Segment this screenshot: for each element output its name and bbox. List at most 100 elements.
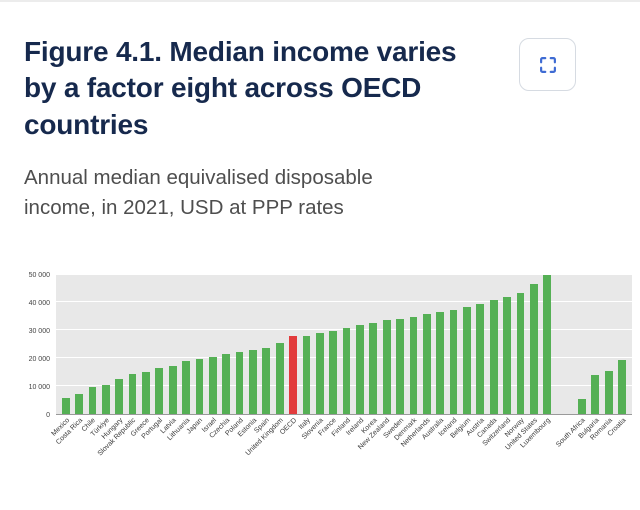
bar-estonia[interactable] — [249, 349, 257, 414]
y-tick-label: 0 — [46, 411, 50, 419]
bar-south-africa[interactable] — [578, 398, 586, 414]
y-tick-label: 50 000 — [28, 271, 50, 279]
bar-slot — [313, 275, 326, 414]
y-tick-label: 40 000 — [28, 299, 50, 307]
bar-portugal[interactable] — [155, 368, 164, 414]
bar-bulgaria[interactable] — [591, 375, 600, 414]
bar-mexico[interactable] — [61, 397, 70, 414]
bar-slot — [273, 275, 286, 414]
bar-oecd[interactable] — [289, 336, 297, 414]
bar-slot — [500, 275, 513, 414]
y-tick-label: 30 000 — [28, 327, 50, 335]
bar-slot — [139, 275, 152, 414]
fullscreen-button[interactable] — [519, 38, 576, 91]
bar-japan[interactable] — [195, 358, 204, 414]
bar-switzerland[interactable] — [503, 296, 511, 414]
bar-slot — [541, 274, 554, 414]
bar-slot — [514, 275, 527, 414]
x-label-slot: Croatia — [606, 415, 628, 479]
bar-united-kingdom[interactable] — [275, 343, 284, 414]
gridline — [56, 301, 632, 303]
bar-slot — [246, 275, 259, 414]
y-tick-label: 20 000 — [28, 355, 50, 363]
bar-slot — [72, 275, 85, 414]
bar-slot — [233, 275, 246, 414]
bar-slot — [126, 275, 139, 414]
bar-austria[interactable] — [476, 303, 485, 414]
bar-slot — [367, 275, 380, 414]
bar-israel[interactable] — [208, 356, 217, 414]
bar-slot — [393, 275, 406, 414]
gridline — [56, 273, 632, 275]
bar-slot — [193, 275, 206, 414]
bar-slot — [327, 275, 340, 414]
fullscreen-expand-icon — [537, 54, 559, 76]
bar-slot — [113, 275, 126, 414]
bar-slot — [407, 275, 420, 414]
bar-sweden[interactable] — [396, 318, 404, 414]
plot-area — [56, 273, 632, 415]
bar-czechia[interactable] — [222, 354, 231, 414]
figure-title: Figure 4.1. Median income varies by a fa… — [24, 36, 457, 140]
bar-latvia[interactable] — [168, 365, 177, 414]
bar-slot — [59, 275, 72, 414]
bar-australia[interactable] — [436, 311, 445, 414]
bar-romania[interactable] — [604, 371, 613, 414]
bar-finland[interactable] — [342, 328, 351, 414]
bar-slot — [340, 275, 353, 414]
bar-costa-rica[interactable] — [75, 393, 83, 414]
bar-slot — [166, 275, 179, 414]
bar-slot — [353, 275, 366, 414]
x-label-slot: Luxembourg — [520, 415, 554, 479]
bar-lithuania[interactable] — [182, 361, 190, 414]
bar-slot — [300, 275, 313, 414]
bar-slovak-republic[interactable] — [128, 373, 137, 414]
bar-slot — [179, 275, 192, 414]
bars-row — [56, 274, 632, 414]
bar-slovenia[interactable] — [315, 333, 324, 414]
bar-slot — [220, 275, 233, 414]
bar-poland[interactable] — [235, 352, 244, 414]
bar-croatia[interactable] — [618, 360, 626, 414]
bar-united-states[interactable] — [529, 283, 538, 414]
figure-subtitle: Annual median equivalised disposable inc… — [24, 166, 373, 219]
bar-slot — [99, 275, 112, 414]
bar-norway[interactable] — [516, 292, 525, 414]
bar-luxembourg[interactable] — [543, 274, 552, 414]
bar-slot — [260, 275, 273, 414]
bar-slot — [474, 275, 487, 414]
x-axis-labels: Mexico Costa Rica Chile Türkiye Hungary Slova… — [50, 415, 632, 479]
bar-slot — [602, 275, 615, 414]
bar-iceland[interactable] — [449, 309, 458, 414]
bar-chile[interactable] — [88, 386, 97, 414]
bar-netherlands[interactable] — [422, 314, 431, 414]
group-gap — [554, 275, 575, 414]
bar-slot — [615, 275, 628, 414]
bar-greece[interactable] — [142, 371, 150, 414]
bar-slot — [380, 275, 393, 414]
bar-slot — [206, 275, 219, 414]
bar-slot — [86, 275, 99, 414]
y-axis: 0 10 000 20 000 30 000 40 000 50 000 — [12, 271, 56, 419]
bar-hungary[interactable] — [115, 378, 124, 414]
bar-france[interactable] — [329, 331, 338, 414]
bar-slot — [434, 275, 447, 414]
y-tick-label: 10 000 — [28, 383, 50, 391]
bar-denmark[interactable] — [409, 316, 418, 414]
bar-italy[interactable] — [302, 335, 311, 414]
bar-spain[interactable] — [262, 347, 271, 414]
bar-canada[interactable] — [489, 300, 498, 414]
bar-slot — [460, 275, 473, 414]
bar-t-rkiye[interactable] — [101, 384, 110, 414]
bar-slot — [527, 275, 540, 414]
bar-slot — [575, 275, 588, 414]
bar-ireland[interactable] — [356, 325, 364, 414]
bar-slot — [589, 275, 602, 414]
bar-korea[interactable] — [369, 322, 378, 414]
bar-slot — [447, 275, 460, 414]
median-income-bar-chart: 0 10 000 20 000 30 000 40 000 50 000 Mexico Co… — [12, 271, 632, 479]
bar-new-zealand[interactable] — [382, 320, 391, 414]
bar-slot — [420, 275, 433, 414]
bar-belgium[interactable] — [463, 307, 471, 414]
